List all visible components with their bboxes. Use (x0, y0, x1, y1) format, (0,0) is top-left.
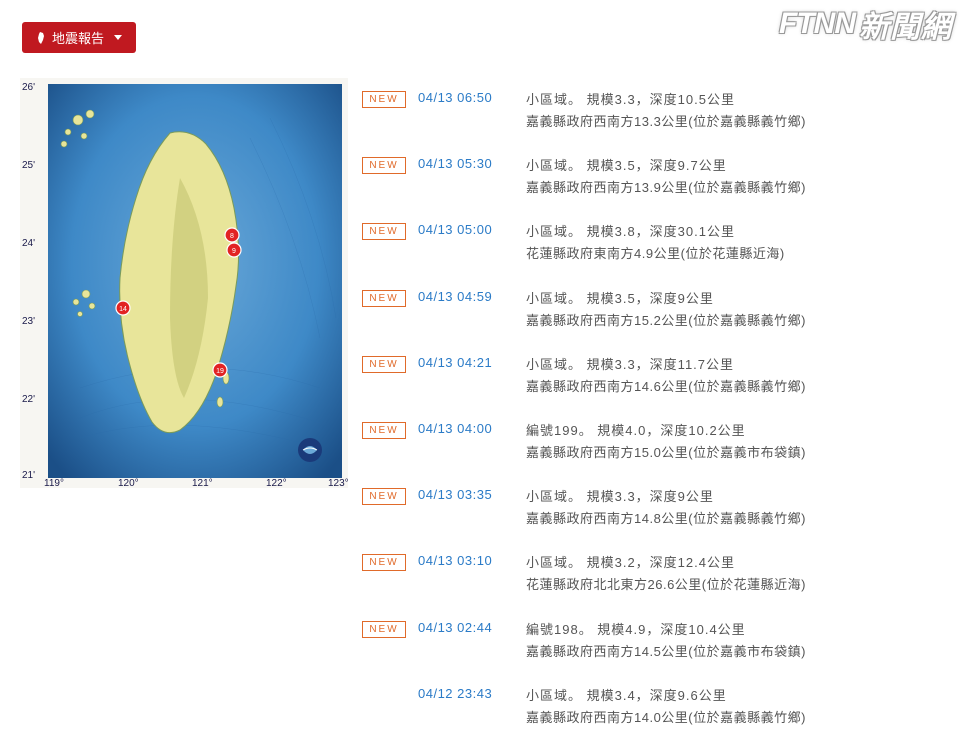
report-row[interactable]: NEW 04/13 06:50小區域。 規模3.3，深度10.5公里嘉義縣政府西南… (362, 78, 948, 144)
report-row[interactable]: NEW 04/13 02:44編號198。 規模4.9，深度10.4公里嘉義縣政府… (362, 608, 948, 674)
report-row[interactable]: 04/12 23:43小區域。 規模3.4，深度9.6公里嘉義縣政府西南方14.… (362, 674, 948, 740)
new-badge: NEW (362, 223, 406, 240)
report-time: 04/13 06:50 (418, 89, 526, 105)
new-badge: NEW (362, 488, 406, 505)
report-time: 04/13 03:35 (418, 486, 526, 502)
new-badge: NEW (362, 91, 406, 108)
svg-text:21': 21' (22, 470, 35, 481)
taiwan-icon (36, 31, 46, 45)
report-line1: 編號198。 規模4.9，深度10.4公里 (526, 619, 948, 641)
quake-marker[interactable]: 14 (116, 301, 130, 315)
report-time: 04/12 23:43 (418, 685, 526, 701)
report-row[interactable]: NEW 04/13 03:35小區域。 規模3.3，深度9公里嘉義縣政府西南方14… (362, 475, 948, 541)
report-time: 04/13 05:00 (418, 221, 526, 237)
report-line1: 小區域。 規模3.4，深度9.6公里 (526, 685, 948, 707)
report-line2: 嘉義縣政府西南方14.0公里(位於嘉義縣義竹鄉) (526, 707, 948, 729)
report-line1: 小區域。 規模3.8，深度30.1公里 (526, 221, 948, 243)
report-desc: 小區域。 規模3.4，深度9.6公里嘉義縣政府西南方14.0公里(位於嘉義縣義竹… (526, 685, 948, 729)
logo-en: FTNN (779, 7, 855, 41)
svg-text:119°: 119° (44, 478, 64, 488)
new-badge: NEW (362, 356, 406, 373)
report-line1: 小區域。 規模3.5，深度9.7公里 (526, 155, 948, 177)
svg-text:24': 24' (22, 238, 35, 249)
report-row[interactable]: NEW 04/13 05:30小區域。 規模3.5，深度9.7公里嘉義縣政府西南方… (362, 144, 948, 210)
report-line2: 嘉義縣政府西南方14.5公里(位於嘉義市布袋鎮) (526, 641, 948, 663)
svg-text:9: 9 (232, 248, 236, 255)
earthquake-report-dropdown[interactable]: 地震報告 (22, 22, 136, 53)
svg-text:8: 8 (230, 233, 234, 240)
quake-marker[interactable]: 19 (213, 363, 227, 377)
report-row[interactable]: NEW 04/13 04:21小區域。 規模3.3，深度11.7公里嘉義縣政府西南… (362, 343, 948, 409)
report-time: 04/13 02:44 (418, 619, 526, 635)
report-time: 04/13 05:30 (418, 155, 526, 171)
site-logo: FTNN 新聞網 (779, 2, 952, 46)
report-desc: 小區域。 規模3.3，深度10.5公里嘉義縣政府西南方13.3公里(位於嘉義縣義… (526, 89, 948, 133)
svg-text:22': 22' (22, 394, 35, 405)
quake-marker[interactable]: 9 (227, 243, 241, 257)
new-badge: NEW (362, 621, 406, 638)
report-line2: 嘉義縣政府西南方13.3公里(位於嘉義縣義竹鄉) (526, 111, 948, 133)
report-time: 04/13 04:21 (418, 354, 526, 370)
report-desc: 小區域。 規模3.2，深度12.4公里花蓮縣政府北北東方26.6公里(位於花蓮縣… (526, 552, 948, 596)
report-line2: 嘉義縣政府西南方14.8公里(位於嘉義縣義竹鄉) (526, 508, 948, 530)
svg-text:26': 26' (22, 82, 35, 93)
report-line1: 小區域。 規模3.3，深度9公里 (526, 486, 948, 508)
svg-text:14: 14 (119, 306, 127, 313)
report-line1: 小區域。 規模3.5，深度9公里 (526, 288, 948, 310)
report-desc: 編號198。 規模4.9，深度10.4公里嘉義縣政府西南方14.5公里(位於嘉義… (526, 619, 948, 663)
svg-text:25': 25' (22, 160, 35, 171)
report-line1: 小區域。 規模3.3，深度10.5公里 (526, 89, 948, 111)
caret-down-icon (114, 35, 122, 40)
report-line2: 嘉義縣政府西南方14.6公里(位於嘉義縣義竹鄉) (526, 376, 948, 398)
report-desc: 小區域。 規模3.5，深度9.7公里嘉義縣政府西南方13.9公里(位於嘉義縣義竹… (526, 155, 948, 199)
report-time: 04/13 03:10 (418, 552, 526, 568)
report-row[interactable]: NEW 04/13 05:00小區域。 規模3.8，深度30.1公里花蓮縣政府東南… (362, 210, 948, 276)
report-line2: 嘉義縣政府西南方15.0公里(位於嘉義市布袋鎮) (526, 442, 948, 464)
new-badge (362, 687, 406, 691)
report-row[interactable]: NEW 04/13 03:10小區域。 規模3.2，深度12.4公里花蓮縣政府北北… (362, 541, 948, 607)
svg-text:121°: 121° (192, 478, 213, 488)
svg-text:120°: 120° (118, 478, 139, 488)
report-line1: 編號199。 規模4.0，深度10.2公里 (526, 420, 948, 442)
new-badge: NEW (362, 157, 406, 174)
new-badge: NEW (362, 554, 406, 571)
report-desc: 編號199。 規模4.0，深度10.2公里嘉義縣政府西南方15.0公里(位於嘉義… (526, 420, 948, 464)
report-line2: 嘉義縣政府西南方15.2公里(位於嘉義縣義竹鄉) (526, 310, 948, 332)
report-row[interactable]: NEW 04/13 04:59小區域。 規模3.5，深度9公里嘉義縣政府西南方15… (362, 277, 948, 343)
earthquake-report-list: NEW 04/13 06:50小區域。 規模3.3，深度10.5公里嘉義縣政府西南… (362, 78, 948, 740)
report-time: 04/13 04:00 (418, 420, 526, 436)
svg-text:122°: 122° (266, 478, 287, 488)
svg-text:19: 19 (216, 368, 224, 375)
new-badge: NEW (362, 290, 406, 307)
report-line2: 花蓮縣政府東南方4.9公里(位於花蓮縣近海) (526, 243, 948, 265)
quake-marker[interactable]: 8 (225, 228, 239, 242)
svg-text:123°: 123° (328, 478, 348, 488)
svg-text:23': 23' (22, 316, 35, 327)
report-line2: 嘉義縣政府西南方13.9公里(位於嘉義縣義竹鄉) (526, 177, 948, 199)
report-desc: 小區域。 規模3.3，深度9公里嘉義縣政府西南方14.8公里(位於嘉義縣義竹鄉) (526, 486, 948, 530)
report-line1: 小區域。 規模3.3，深度11.7公里 (526, 354, 948, 376)
dropdown-label: 地震報告 (52, 28, 104, 47)
report-desc: 小區域。 規模3.8，深度30.1公里花蓮縣政府東南方4.9公里(位於花蓮縣近海… (526, 221, 948, 265)
new-badge: NEW (362, 422, 406, 439)
report-line2: 花蓮縣政府北北東方26.6公里(位於花蓮縣近海) (526, 574, 948, 596)
report-time: 04/13 04:59 (418, 288, 526, 304)
report-desc: 小區域。 規模3.3，深度11.7公里嘉義縣政府西南方14.6公里(位於嘉義縣義… (526, 354, 948, 398)
report-row[interactable]: NEW 04/13 04:00編號199。 規模4.0，深度10.2公里嘉義縣政府… (362, 409, 948, 475)
report-desc: 小區域。 規模3.5，深度9公里嘉義縣政府西南方15.2公里(位於嘉義縣義竹鄉) (526, 288, 948, 332)
logo-zh: 新聞網 (859, 2, 952, 46)
report-line1: 小區域。 規模3.2，深度12.4公里 (526, 552, 948, 574)
taiwan-map: 26' 25' 24' 23' 22' 21' 119° 120° 121° 1… (20, 78, 348, 488)
